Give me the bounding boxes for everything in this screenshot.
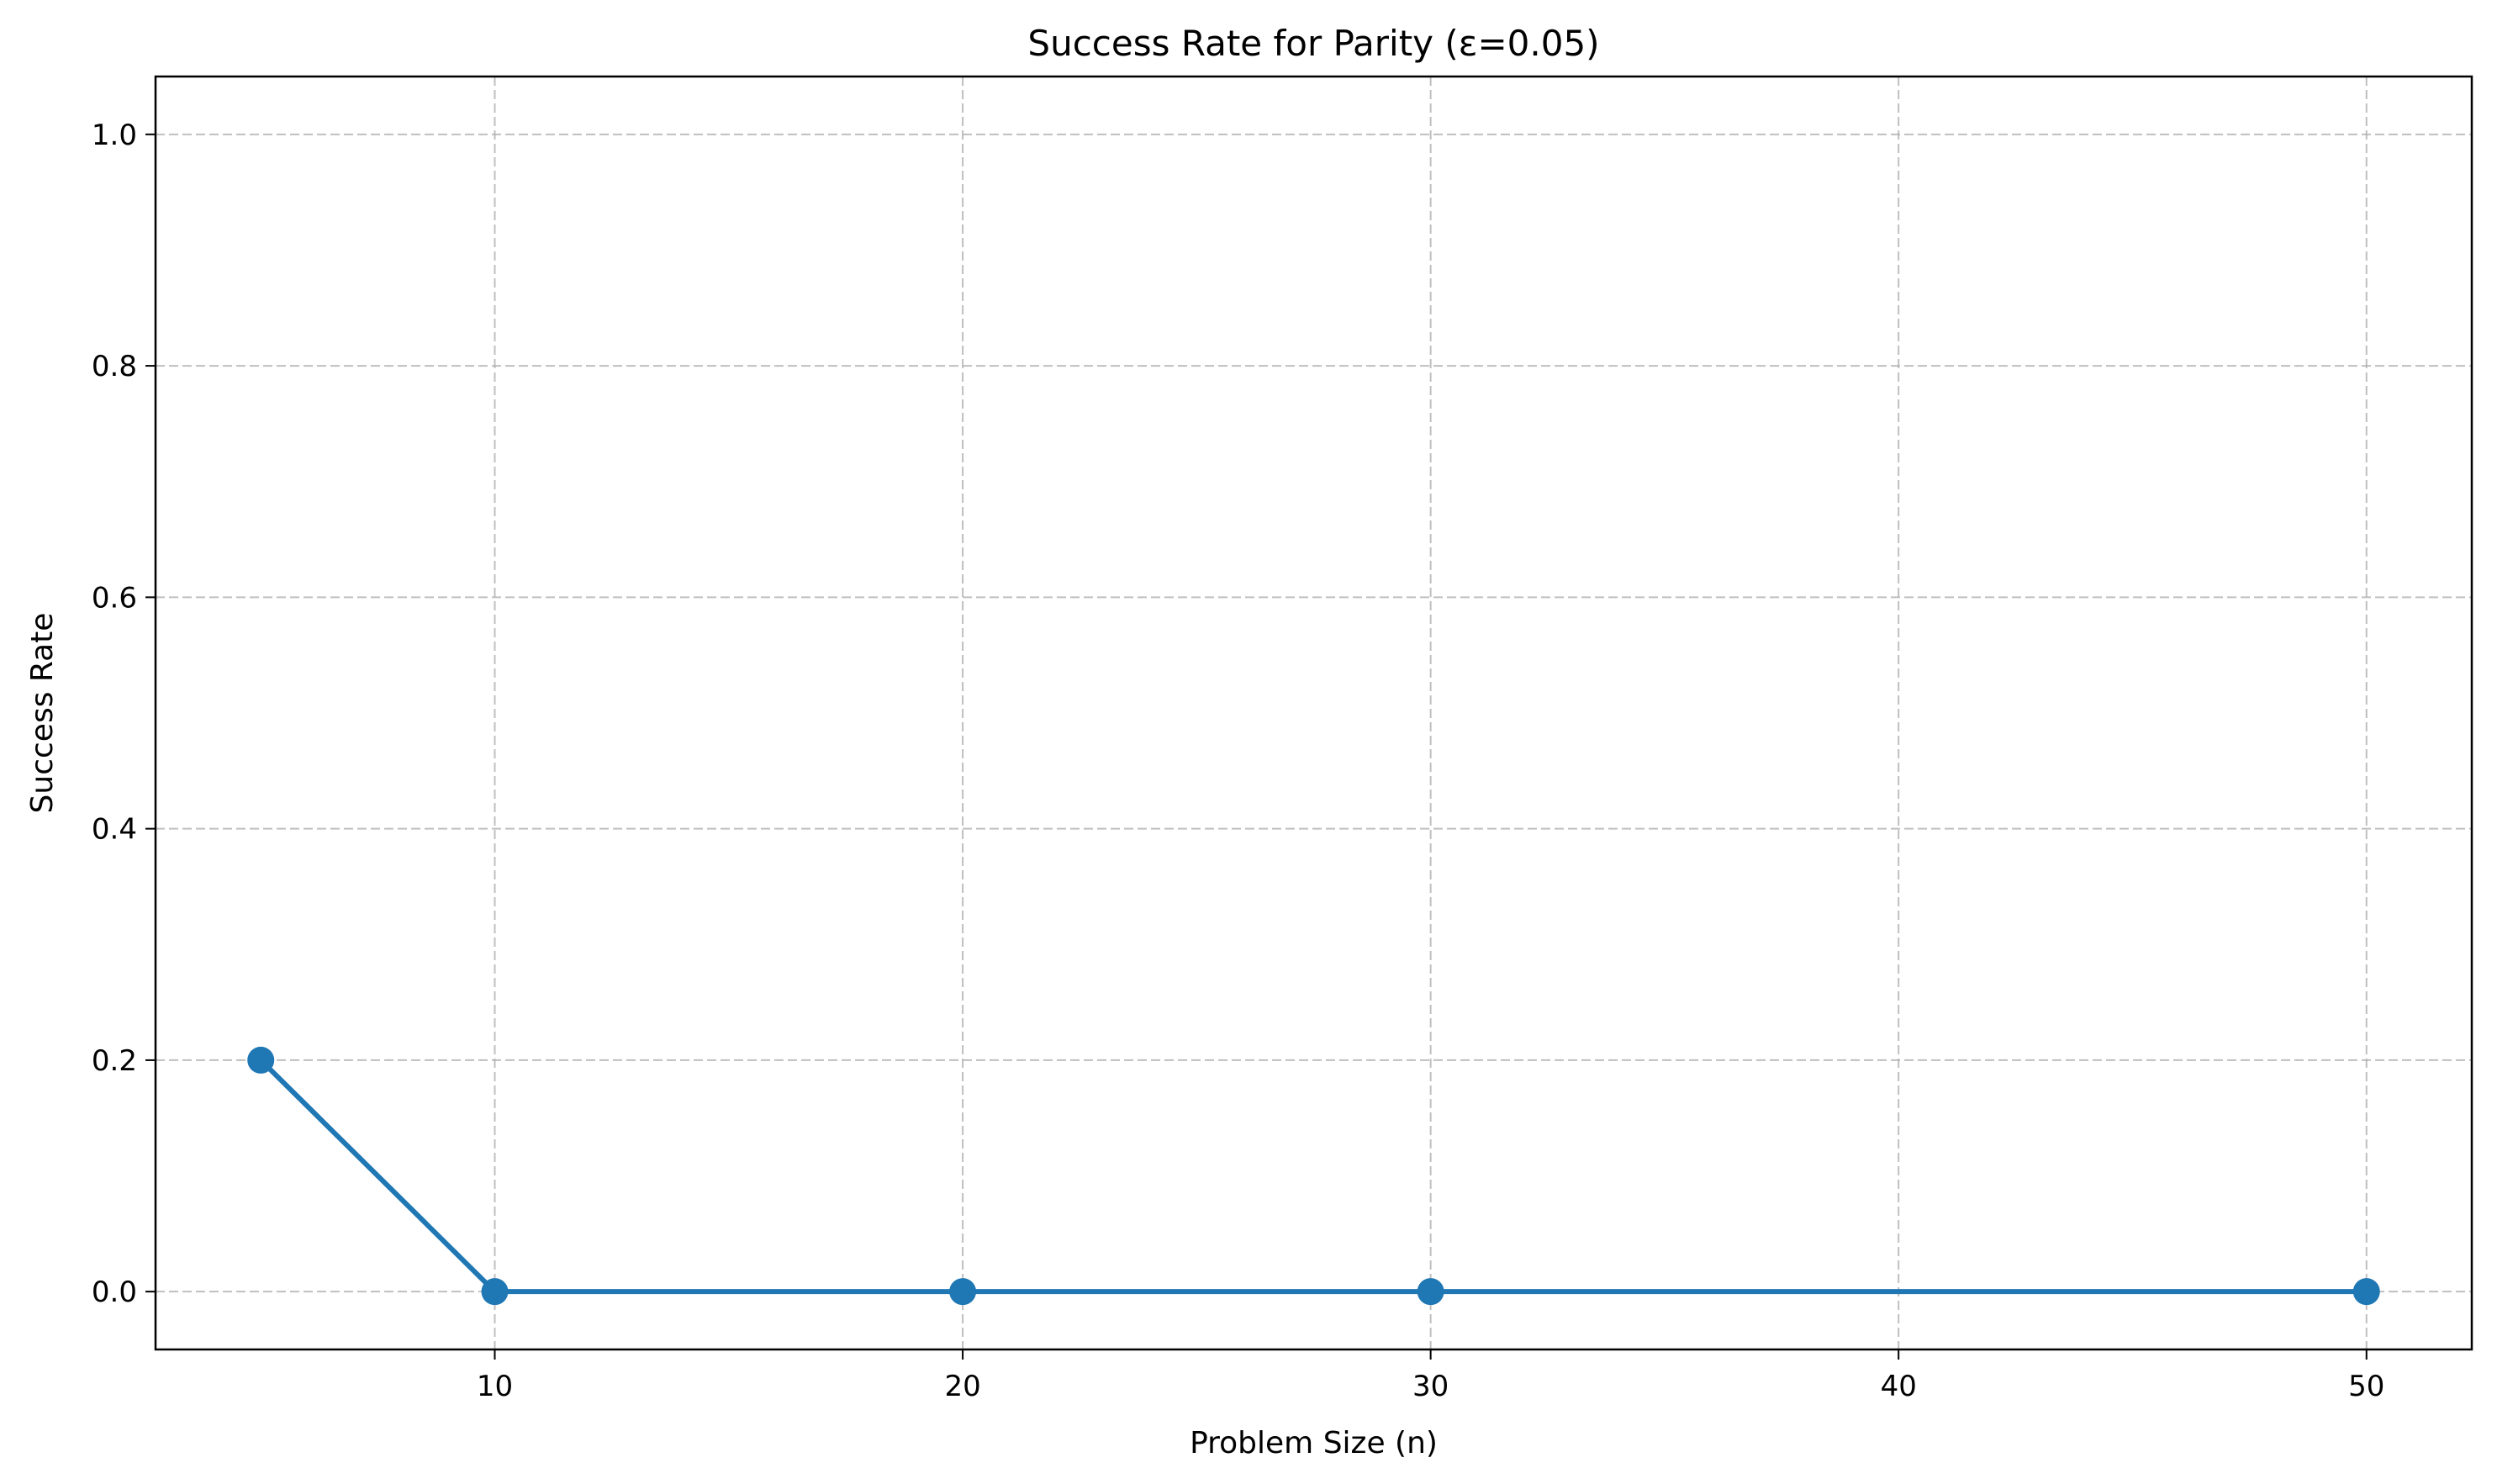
x-tick-label: 40 [1881, 1370, 1917, 1403]
x-tick-label: 10 [477, 1370, 513, 1403]
data-point [949, 1278, 977, 1306]
x-axis-label: Problem Size (n) [1190, 1426, 1438, 1460]
y-tick-label: 0.2 [92, 1044, 137, 1078]
y-tick-label: 0.4 [92, 813, 137, 847]
y-tick-label: 0.8 [92, 350, 137, 383]
data-point [481, 1278, 509, 1306]
y-axis-label: Success Rate [25, 613, 60, 814]
grid [156, 77, 2472, 1349]
series-layer [247, 1046, 2380, 1306]
y-tick-label: 0.6 [92, 581, 137, 615]
data-point [247, 1046, 275, 1074]
plot-frame [154, 75, 2473, 1351]
data-point [2352, 1278, 2380, 1306]
x-tick-label: 30 [1412, 1370, 1449, 1403]
ticks: 10 20 30 40 50 0.0 0.2 0.4 0.6 0.8 1.0 [92, 119, 2384, 1403]
y-tick-label: 1.0 [92, 119, 137, 152]
series-line [258, 1057, 2369, 1295]
x-tick-label: 50 [2348, 1370, 2384, 1403]
data-point [1417, 1278, 1444, 1306]
y-tick-label: 0.0 [92, 1275, 137, 1309]
chart-title: Success Rate for Parity (ε=0.05) [1027, 23, 1599, 64]
x-tick-label: 20 [944, 1370, 980, 1403]
